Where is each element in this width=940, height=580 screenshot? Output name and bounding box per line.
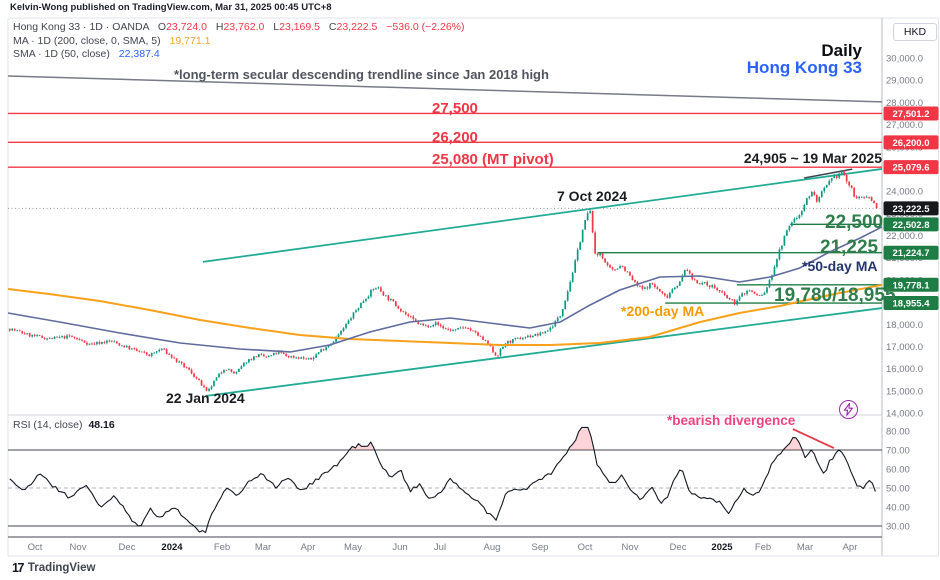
svg-text:18,955.4: 18,955.4 (893, 299, 931, 310)
svg-text:30,000.0: 30,000.0 (886, 54, 923, 65)
legend-close-value: 23,222.5 (336, 21, 378, 33)
svg-text:14,000.0: 14,000.0 (886, 409, 923, 420)
svg-text:19,778.1: 19,778.1 (893, 280, 931, 291)
svg-text:Feb: Feb (214, 542, 230, 553)
annotation-level-22500: 22,500 (825, 212, 884, 233)
svg-text:23,222.5: 23,222.5 (893, 204, 931, 215)
publish-line: Kelvin-Wong published on TradingView.com… (10, 2, 332, 13)
annotation-low-22jan2024: 22 Jan 2024 (166, 390, 245, 406)
ma200-value: 19,771.1 (169, 34, 211, 47)
timeframe-label: Daily (821, 41, 862, 60)
legend-low-value: 23,169.5 (279, 21, 320, 33)
svg-text:27,000.0: 27,000.0 (886, 120, 923, 131)
svg-text:Mar: Mar (797, 542, 813, 553)
svg-text:50.00: 50.00 (886, 484, 910, 495)
svg-text:27,501.2: 27,501.2 (893, 109, 930, 120)
svg-text:16,000.0: 16,000.0 (886, 364, 923, 375)
svg-text:Dec: Dec (119, 542, 136, 553)
svg-text:18,000.0: 18,000.0 (886, 320, 923, 331)
chart-legend: Hong Kong 33 · 1D · OANDA O23,724.0 H23,… (13, 21, 465, 62)
annotation-high-7oct2024: 7 Oct 2024 (557, 188, 628, 204)
svg-text:Jul: Jul (434, 542, 446, 553)
legend-high-value: 23,762.0 (223, 21, 265, 33)
svg-text:Nov: Nov (622, 542, 639, 553)
rsi-legend[interactable]: RSI (14, close) 48.16 (13, 419, 115, 431)
svg-text:2024: 2024 (161, 542, 183, 553)
lightning-icon (843, 403, 853, 416)
svg-text:Jun: Jun (392, 542, 407, 553)
symbol-label: Hong Kong 33 (746, 58, 862, 77)
svg-text:22,502.8: 22,502.8 (893, 220, 930, 231)
svg-text:Mar: Mar (255, 542, 271, 553)
svg-text:22,000.0: 22,000.0 (886, 231, 923, 242)
svg-text:2025: 2025 (711, 542, 733, 553)
svg-text:Sep: Sep (532, 542, 549, 553)
svg-text:May: May (344, 542, 362, 553)
svg-text:Apr: Apr (843, 542, 858, 553)
svg-text:Nov: Nov (70, 542, 87, 553)
legend-ma200-row[interactable]: MA · 1D (200, close, 0, SMA, 5) 19,771.1 (13, 34, 211, 47)
svg-text:17,000.0: 17,000.0 (886, 342, 923, 353)
annotation-secular-trendline: *long-term secular descending trendline … (174, 67, 549, 82)
legend-symbol-row[interactable]: Hong Kong 33 · 1D · OANDA O23,724.0 H23,… (13, 21, 465, 33)
svg-text:60.00: 60.00 (886, 465, 910, 476)
tradingview-brand-text: TradingView (27, 562, 96, 574)
svg-text:26,200.0: 26,200.0 (893, 138, 930, 149)
svg-text:Aug: Aug (484, 542, 501, 553)
svg-text:29,000.0: 29,000.0 (886, 76, 923, 87)
svg-text:24,000.0: 24,000.0 (886, 187, 923, 198)
annotation-level-21225: 21,225 (820, 237, 879, 258)
svg-text:80.00: 80.00 (886, 427, 910, 438)
svg-text:25,079.6: 25,079.6 (893, 163, 930, 174)
legend-symbol-title: Hong Kong 33 · 1D · OANDA (13, 21, 149, 33)
legend-change-value: −536.0 (−2.26%) (386, 21, 465, 33)
legend-open-value: 23,724.0 (166, 21, 207, 33)
annotation-200day-ma: *200-day MA (621, 303, 705, 319)
currency-hkd-button[interactable]: HKD (893, 23, 937, 41)
annotation-high-19mar2025: 24,905 ~ 19 Mar 2025 (743, 150, 882, 166)
tradingview-logo-icon: 17 (12, 561, 24, 575)
rsi-value: 48.16 (88, 419, 115, 431)
svg-text:28,000.0: 28,000.0 (886, 98, 923, 109)
annotation-level-26200: 26,200 (432, 129, 478, 146)
svg-text:Feb: Feb (755, 542, 771, 553)
annotation-level-25080-mt-pivot: 25,080 (MT pivot) (432, 151, 554, 168)
svg-text:Apr: Apr (301, 542, 316, 553)
svg-text:Oct: Oct (28, 542, 43, 553)
tradingview-footer-logo[interactable]: 17 TradingView (12, 561, 95, 575)
ma50-value: 22,387.4 (118, 48, 160, 60)
svg-text:30.00: 30.00 (886, 522, 910, 533)
annotation-50day-ma: *50-day MA (802, 258, 878, 274)
annotation-bearish-divergence: *bearish divergence (667, 413, 796, 428)
boost-lightning-button[interactable] (839, 400, 858, 419)
svg-text:40.00: 40.00 (886, 503, 910, 514)
svg-text:Dec: Dec (670, 542, 687, 553)
svg-text:21,224.7: 21,224.7 (893, 248, 930, 259)
annotation-level-19780-18955: 19,780/18,955 (774, 285, 896, 306)
svg-text:70.00: 70.00 (886, 446, 910, 457)
annotation-level-27500: 27,500 (432, 100, 478, 117)
svg-text:Oct: Oct (578, 542, 593, 553)
svg-text:15,000.0: 15,000.0 (886, 386, 923, 397)
legend-ma50-row[interactable]: SMA · 1D (50, close) 22,387.4 (13, 48, 160, 60)
